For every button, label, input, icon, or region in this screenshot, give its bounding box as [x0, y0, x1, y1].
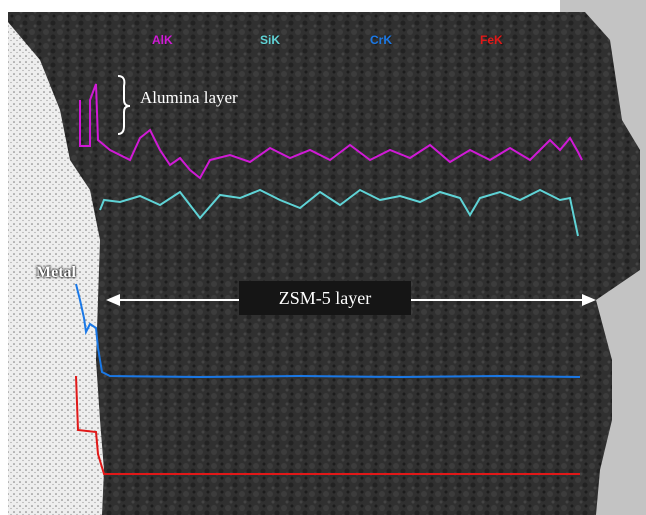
si-profile-line [99, 188, 579, 237]
fe-profile-line [75, 375, 580, 475]
alumina-layer-label: Alumina layer [140, 88, 238, 107]
metal-region [8, 22, 104, 515]
zsm5-layer-label: ZSM-5 layer [239, 281, 411, 315]
legend-fek: FeK [480, 33, 503, 47]
zsm5-arrow-right-head [582, 294, 596, 306]
cr-profile-line [75, 283, 581, 379]
sample-region [8, 12, 640, 515]
metal-label: Metal [36, 264, 76, 281]
alumina-brace [117, 75, 131, 135]
zsm5-arrow-left-head [106, 294, 120, 306]
legend-sik: SiK [260, 33, 281, 47]
legend-alk: AlK [152, 33, 173, 47]
legend-crk: CrK [370, 33, 393, 47]
al-profile-line [79, 83, 583, 180]
